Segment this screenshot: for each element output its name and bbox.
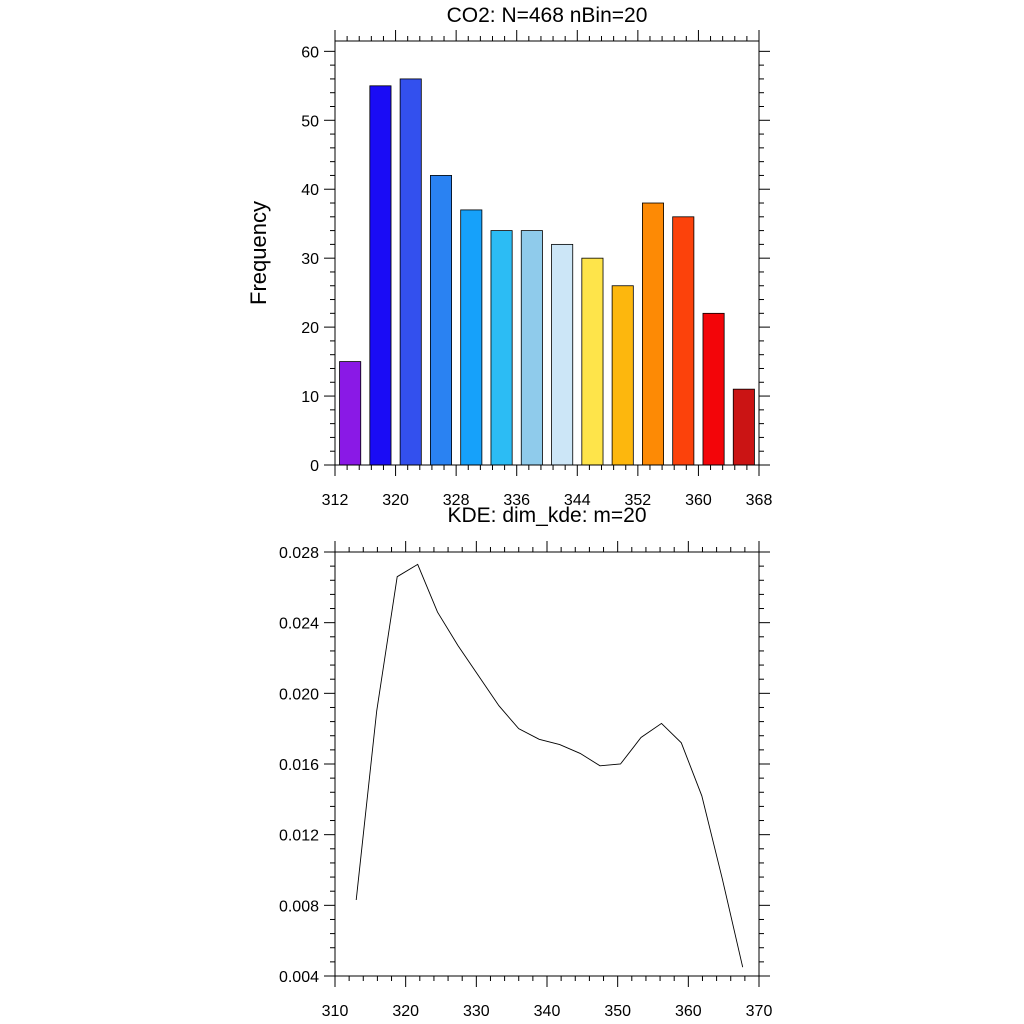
histogram-bar xyxy=(460,209,483,466)
histogram-x-tick-label: 312 xyxy=(322,492,349,509)
kde-x-tick-label: 340 xyxy=(534,1003,561,1020)
kde-y-tick-label: 0.028 xyxy=(279,545,319,562)
histogram-y-tick-label: 0 xyxy=(310,458,319,475)
kde-y-tick-label: 0.020 xyxy=(279,686,319,703)
kde-y-tick-label: 0.008 xyxy=(279,898,319,915)
histogram-bar xyxy=(369,85,392,466)
kde-x-tick-label: 370 xyxy=(746,1003,773,1020)
kde-panel: KDE: dim_kde: m=20 0.0040.0080.0120.0160… xyxy=(279,504,772,1020)
kde-lines xyxy=(355,563,744,968)
histogram-bar xyxy=(611,285,634,466)
kde-y-tick-label: 0.016 xyxy=(279,757,319,774)
histogram-y-tick-label: 20 xyxy=(301,320,319,337)
histogram-bar xyxy=(520,230,543,466)
histogram-y-tick-label: 50 xyxy=(301,113,319,130)
histogram-bar xyxy=(339,361,362,466)
histogram-x-tick-label: 328 xyxy=(443,492,470,509)
kde-x-tick-label: 310 xyxy=(322,1003,349,1020)
kde-y-tick-label: 0.012 xyxy=(279,828,319,845)
histogram-x-tick-label: 360 xyxy=(685,492,712,509)
kde-title: KDE: dim_kde: m=20 xyxy=(447,504,646,527)
histogram-panel: CO2: N=468 nBin=20 Frequency 0 10 20 30 40 50… xyxy=(246,4,772,509)
histogram-x-tick-label: 344 xyxy=(564,492,591,509)
histogram-x-tick-label: 336 xyxy=(503,492,530,509)
kde-x-tick-label: 350 xyxy=(604,1003,631,1020)
histogram-y-axis-label: Frequency xyxy=(246,201,271,305)
histogram-x-tick-label: 368 xyxy=(746,492,773,509)
histogram-y-tick-label: 10 xyxy=(301,389,319,406)
kde-x-tick-label: 320 xyxy=(392,1003,419,1020)
histogram-x-tick-label: 320 xyxy=(382,492,409,509)
histogram-x-tick-label: 352 xyxy=(625,492,652,509)
kde-y-tick-label: 0.004 xyxy=(279,969,319,986)
kde-x-tick-label: 360 xyxy=(675,1003,702,1020)
histogram-bar xyxy=(399,78,422,466)
kde-y-tick-label: 0.024 xyxy=(279,616,319,633)
histogram-bar xyxy=(642,202,665,466)
histogram-y-tick-label: 60 xyxy=(301,44,319,61)
kde-x-tick-label: 330 xyxy=(463,1003,490,1020)
histogram-bar xyxy=(702,312,725,466)
histogram-bars xyxy=(339,78,755,466)
histogram-y-tick-label: 40 xyxy=(301,182,319,199)
histogram-bar xyxy=(672,216,695,466)
histogram-title: CO2: N=468 nBin=20 xyxy=(447,4,648,27)
histogram-bar xyxy=(581,257,604,466)
histogram-bar xyxy=(551,243,574,466)
histogram-y-tick-label: 30 xyxy=(301,251,319,268)
kde-axes: 0.004 0.008 0.012 0.016 0.020 0.024 0.028 310 32… xyxy=(279,541,772,1020)
histogram-plot-frame xyxy=(334,40,760,466)
histogram-bar xyxy=(429,175,452,466)
histogram-axes: 0 10 20 30 40 50 60 312 320 328 336 344 352 360 368 xyxy=(301,30,772,509)
histogram-bar xyxy=(732,388,755,466)
kde-series-line xyxy=(355,563,744,968)
histogram-bar xyxy=(490,230,513,466)
